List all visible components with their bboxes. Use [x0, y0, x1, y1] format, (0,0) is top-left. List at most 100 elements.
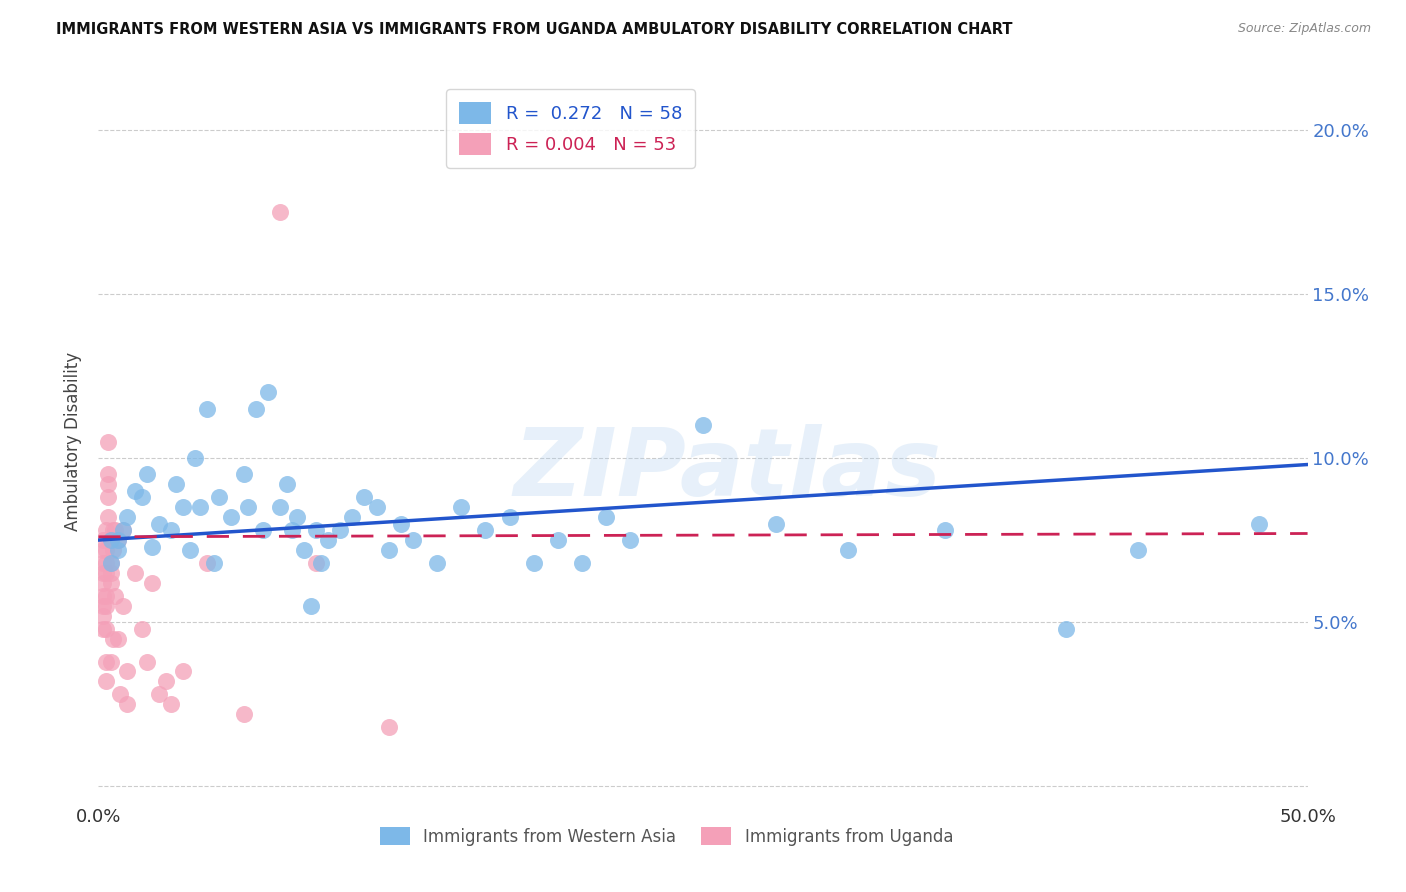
Point [377, 542, 399, 557]
Point [245, 401, 267, 416]
Point [256, 385, 278, 400]
Point [309, 556, 332, 570]
Point [204, 556, 226, 570]
Point [353, 491, 375, 505]
Point [107, 542, 129, 557]
Point [1128, 542, 1150, 557]
Point [100, 655, 122, 669]
Point [281, 523, 304, 537]
Point [124, 566, 146, 580]
Point [619, 533, 641, 547]
Point [94, 523, 117, 537]
Y-axis label: Ambulatory Disability: Ambulatory Disability [65, 352, 83, 531]
Point [305, 556, 328, 570]
Point [97, 477, 120, 491]
Point [94, 556, 117, 570]
Point [100, 575, 122, 590]
Point [141, 540, 163, 554]
Point [305, 523, 328, 537]
Point [107, 632, 129, 646]
Point [111, 599, 134, 613]
Point [1249, 516, 1271, 531]
Point [232, 707, 254, 722]
Point [837, 542, 859, 557]
Point [285, 510, 308, 524]
Text: ZIPatlas: ZIPatlas [513, 425, 941, 516]
Point [389, 516, 412, 531]
Point [91, 566, 114, 580]
Point [498, 510, 520, 524]
Point [117, 510, 139, 524]
Point [100, 556, 122, 570]
Point [97, 491, 120, 505]
Point [292, 542, 315, 557]
Point [91, 542, 114, 557]
Point [765, 516, 787, 531]
Point [100, 556, 122, 570]
Point [141, 575, 163, 590]
Text: Source: ZipAtlas.com: Source: ZipAtlas.com [1237, 22, 1371, 36]
Point [232, 467, 254, 482]
Point [402, 533, 425, 547]
Point [172, 665, 194, 679]
Point [160, 698, 183, 712]
Point [104, 523, 127, 537]
Point [316, 533, 339, 547]
Point [208, 491, 231, 505]
Point [101, 632, 124, 646]
Legend: Immigrants from Western Asia, Immigrants from Uganda: Immigrants from Western Asia, Immigrants… [374, 821, 960, 852]
Point [91, 608, 114, 623]
Point [188, 500, 211, 515]
Point [94, 655, 117, 669]
Point [426, 556, 449, 570]
Point [94, 542, 117, 557]
Point [91, 589, 114, 603]
Point [221, 510, 243, 524]
Point [148, 687, 170, 701]
Point [100, 566, 122, 580]
Point [172, 500, 194, 515]
Point [692, 418, 714, 433]
Point [117, 698, 139, 712]
Point [131, 622, 153, 636]
Point [111, 523, 134, 537]
Point [474, 523, 496, 537]
Point [101, 523, 124, 537]
Point [238, 500, 260, 515]
Point [195, 401, 218, 416]
Point [117, 665, 139, 679]
Text: IMMIGRANTS FROM WESTERN ASIA VS IMMIGRANTS FROM UGANDA AMBULATORY DISABILITY COR: IMMIGRANTS FROM WESTERN ASIA VS IMMIGRAN… [56, 22, 1012, 37]
Point [366, 500, 388, 515]
Point [342, 510, 364, 524]
Point [100, 533, 122, 547]
Point [100, 533, 122, 547]
Point [276, 477, 298, 491]
Point [94, 566, 117, 580]
Point [195, 556, 218, 570]
Point [97, 467, 120, 482]
Point [1054, 622, 1077, 636]
Point [450, 500, 472, 515]
Point [108, 687, 131, 701]
Point [111, 523, 134, 537]
Point [135, 467, 157, 482]
Point [124, 483, 146, 498]
Point [97, 434, 120, 449]
Point [91, 533, 114, 547]
Point [523, 556, 546, 570]
Point [91, 575, 114, 590]
Point [160, 523, 183, 537]
Point [107, 533, 129, 547]
Point [184, 450, 207, 465]
Point [179, 542, 201, 557]
Point [135, 655, 157, 669]
Point [131, 491, 153, 505]
Point [571, 556, 593, 570]
Point [269, 500, 291, 515]
Point [94, 599, 117, 613]
Point [94, 589, 117, 603]
Point [101, 542, 124, 557]
Point [329, 523, 352, 537]
Point [91, 622, 114, 636]
Point [269, 204, 291, 219]
